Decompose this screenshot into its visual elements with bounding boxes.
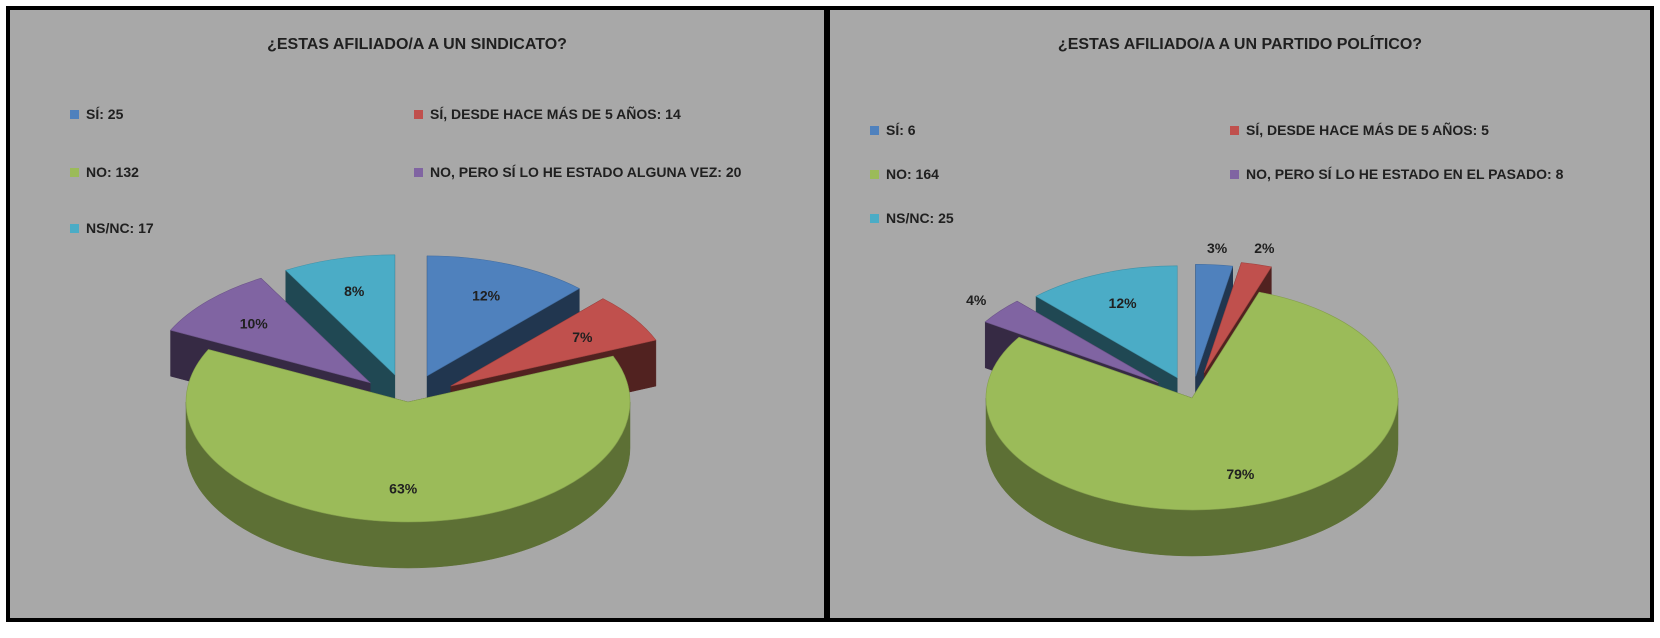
legend-swatch-no [70,167,79,177]
pie-pct-label: 79% [1226,466,1255,482]
pie-chart-sindicato: 12% 7% 63% 10% 8% [169,254,657,569]
legend-swatch-no-pero [414,167,423,177]
legend-swatch-no-pero [1230,169,1239,179]
legend-swatch-si-mas-5 [414,109,423,119]
legend-label: NS/NC: 17 [86,220,154,236]
chart-panel-sindicato: ¿ESTAS AFILIADO/A A UN SINDICATO? SÍ: 25… [6,6,828,622]
pie-pct-label: 2% [1254,240,1275,256]
pie-slice-top [169,277,372,384]
pie-slice-top [1195,264,1234,377]
legend-swatch-si [870,125,879,135]
legend-item-si: SÍ: 25 [70,106,123,122]
legend-swatch-si-mas-5 [1230,125,1239,135]
pie-chart-partido: 3% 2% 79% 4% 12% [966,240,1399,557]
chart-title: ¿ESTAS AFILIADO/A A UN SINDICATO? [267,36,567,53]
pie-slice [185,349,631,569]
legend-swatch-no [870,169,879,179]
pie-pct-label: 4% [966,292,987,308]
pie-pct-label: 8% [344,283,365,299]
pie-slice-top [285,254,396,376]
legend-item-nsnc: NS/NC: 25 [870,210,954,226]
legend-item-si-mas-5: SÍ, DESDE HACE MÁS DE 5 AÑOS: 14 [414,106,681,122]
legend-label: SÍ: 6 [886,122,916,138]
pie-pct-label: 7% [572,329,593,345]
pie-pct-label: 12% [472,288,501,304]
pie-slice-top [450,298,657,387]
legend-label: NS/NC: 25 [886,210,954,226]
legend-item-no-pero: NO, PERO SÍ LO HE ESTADO EN EL PASADO: 8 [1230,166,1563,182]
chart-panel-partido: ¿ESTAS AFILIADO/A A UN PARTIDO POLÍTICO?… [826,6,1654,622]
legend-item-no-pero: NO, PERO SÍ LO HE ESTADO ALGUNA VEZ: 20 [414,164,741,180]
legend-item-no: NO: 164 [870,166,939,182]
legend-item-si: SÍ: 6 [870,122,916,138]
legend-swatch-nsnc [870,213,879,223]
chart-title: ¿ESTAS AFILIADO/A A UN PARTIDO POLÍTICO? [1057,36,1423,53]
legend-label: NO, PERO SÍ LO HE ESTADO ALGUNA VEZ: 20 [430,164,742,180]
legend-item-no: NO: 132 [70,164,139,180]
pie-slice-top [1203,262,1272,373]
pie-slice-top [426,255,580,377]
legend-item-si-mas-5: SÍ, DESDE HACE MÁS DE 5 AÑOS: 5 [1230,122,1489,138]
pie-slice-top [985,291,1399,511]
legend-label: SÍ, DESDE HACE MÁS DE 5 AÑOS: 14 [430,106,681,122]
legend-item-nsnc: NS/NC: 17 [70,220,154,236]
pie-pct-label: 63% [389,480,418,496]
legend-label: SÍ: 25 [86,106,124,122]
legend-label: SÍ, DESDE HACE MÁS DE 5 AÑOS: 5 [1246,122,1489,138]
legend-label: NO, PERO SÍ LO HE ESTADO EN EL PASADO: 8 [1246,166,1564,182]
pie-slice-top [984,300,1159,383]
pie-slice [985,291,1399,557]
pie-slice-top [1035,265,1178,379]
legend-swatch-si [70,109,79,119]
pie-pct-label: 3% [1207,240,1228,256]
pie-pct-label: 12% [1109,295,1138,311]
legend-label: NO: 132 [86,164,139,180]
pie-slice-top [185,349,631,523]
pie-pct-label: 10% [240,316,269,332]
legend-label: NO: 164 [886,166,939,182]
legend-swatch-nsnc [70,223,79,233]
